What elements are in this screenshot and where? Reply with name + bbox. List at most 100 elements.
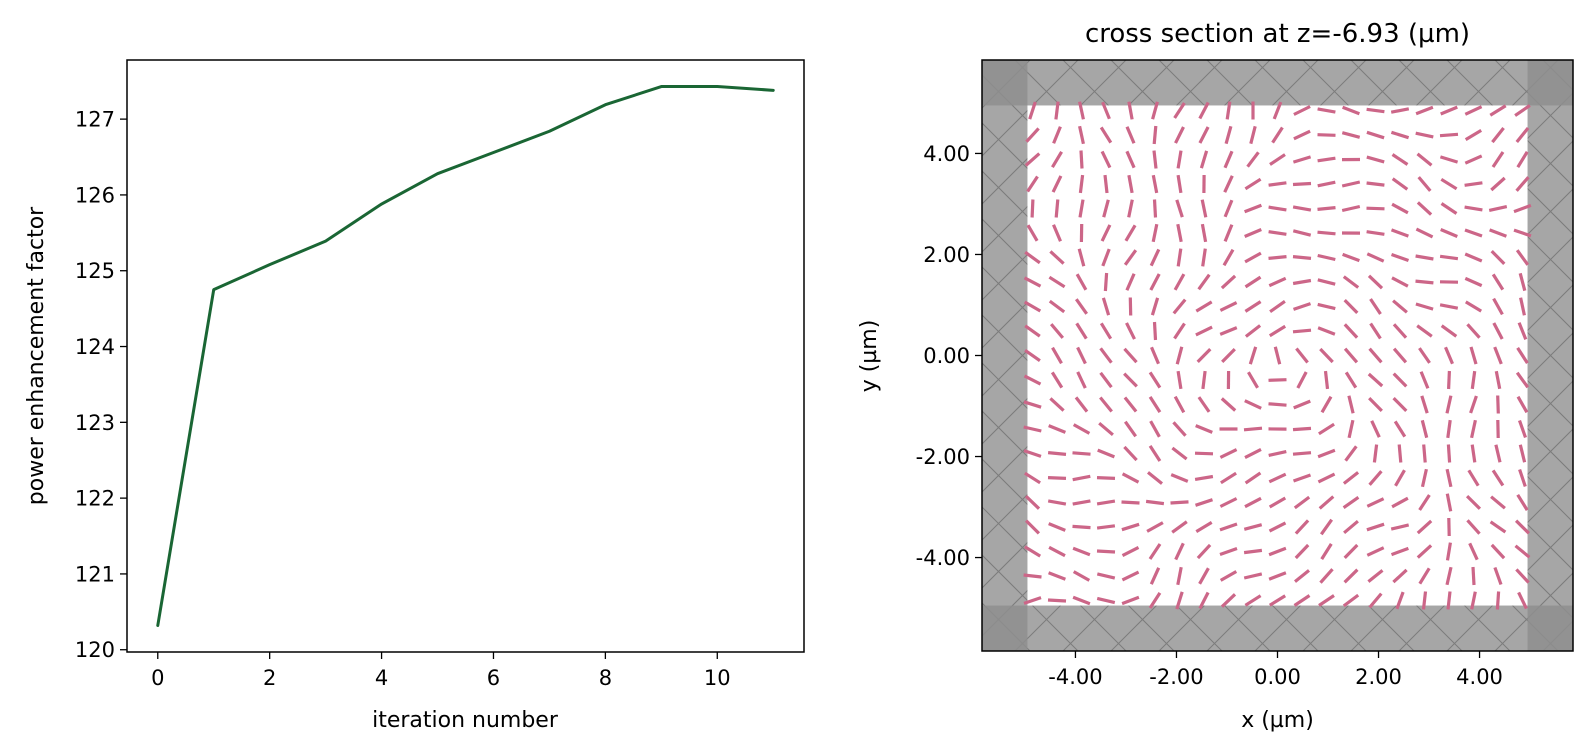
field-vector xyxy=(1219,546,1238,557)
field-vector xyxy=(1176,248,1183,267)
field-vector xyxy=(1488,205,1508,212)
field-vector xyxy=(1076,346,1087,365)
y-tick-label: 127 xyxy=(75,108,115,132)
field-vector xyxy=(1418,567,1431,585)
field-vector xyxy=(1366,497,1385,508)
field-vector xyxy=(1416,519,1433,535)
field-vector xyxy=(1049,250,1065,265)
field-vector xyxy=(1464,252,1483,263)
field-vector xyxy=(1023,400,1042,409)
field-vector xyxy=(1172,421,1187,437)
field-vector xyxy=(1123,249,1138,266)
pml-corner xyxy=(982,605,1028,651)
field-vector xyxy=(1317,180,1336,188)
field-vector xyxy=(1244,447,1262,460)
field-vector xyxy=(1023,449,1042,458)
field-vector xyxy=(1415,105,1434,116)
field-vector xyxy=(1076,371,1087,389)
x-tick-label: 0 xyxy=(151,666,164,690)
field-vector xyxy=(1078,199,1085,218)
field-vector xyxy=(1519,297,1526,316)
field-vector xyxy=(1195,521,1213,533)
field-vector xyxy=(1222,248,1235,267)
field-vector xyxy=(1171,520,1188,534)
field-vector xyxy=(1077,248,1086,267)
field-vector xyxy=(1176,223,1183,243)
field-vector xyxy=(1319,347,1334,364)
field-vector xyxy=(1224,125,1233,145)
field-vector xyxy=(1468,542,1479,561)
field-vector xyxy=(1469,346,1478,365)
field-vector xyxy=(1516,150,1529,169)
field-vector xyxy=(1146,521,1164,533)
field-vector xyxy=(1268,571,1287,581)
field-vector xyxy=(1175,346,1184,365)
x-tick-label: 6 xyxy=(487,666,500,690)
field-vector xyxy=(1368,592,1383,609)
field-vector xyxy=(1513,228,1532,238)
field-vector xyxy=(1244,251,1262,264)
field-vector xyxy=(1292,451,1312,456)
field-vector xyxy=(1446,419,1452,439)
field-vector xyxy=(1268,450,1287,457)
field-vector xyxy=(1072,595,1091,606)
field-vector xyxy=(1268,378,1287,382)
field-vector xyxy=(1446,591,1452,610)
field-vector xyxy=(1221,347,1236,364)
field-vector xyxy=(1148,396,1162,413)
field-vector xyxy=(1471,566,1476,586)
field-vector xyxy=(1078,125,1085,145)
field-vector xyxy=(1268,496,1287,509)
field-vector xyxy=(1150,297,1160,316)
field-vector xyxy=(1174,126,1185,144)
field-vector xyxy=(1072,524,1091,530)
field-vector xyxy=(1194,451,1214,456)
field-vector xyxy=(1516,493,1529,511)
field-vector xyxy=(1292,302,1312,311)
x-axis-label: iteration number xyxy=(372,708,559,733)
field-vector xyxy=(1420,395,1429,414)
field-vector xyxy=(1518,272,1527,292)
field-vector xyxy=(1096,572,1116,580)
field-vector xyxy=(1491,151,1505,168)
field-vector xyxy=(1464,181,1483,187)
field-vector xyxy=(1200,223,1208,243)
field-vector xyxy=(1491,273,1505,291)
field-vector xyxy=(1445,493,1453,512)
field-vector xyxy=(1341,204,1361,213)
field-vector xyxy=(1023,425,1042,433)
field-vector xyxy=(1366,181,1385,187)
field-vector xyxy=(1317,133,1336,137)
pml-corner xyxy=(1527,60,1573,106)
field-vector xyxy=(1366,252,1385,263)
field-vector xyxy=(1195,325,1213,337)
field-vector xyxy=(1023,374,1042,386)
field-vector xyxy=(1514,104,1531,117)
field-vector xyxy=(1175,591,1184,610)
field-vector xyxy=(1047,598,1067,603)
field-vector xyxy=(1422,444,1427,463)
field-vector xyxy=(1517,322,1528,340)
field-vector xyxy=(1439,303,1459,310)
field-vector xyxy=(1318,495,1335,510)
field-vector xyxy=(1466,323,1481,339)
field-vector xyxy=(1447,370,1451,390)
y-tick-label: 122 xyxy=(75,487,115,511)
field-vector xyxy=(1028,101,1037,120)
field-vector xyxy=(1023,573,1042,579)
field-vector xyxy=(1099,322,1113,340)
field-vector xyxy=(1100,224,1112,242)
field-vector xyxy=(1125,273,1136,291)
convergence-plot-area xyxy=(127,60,804,652)
field-vector xyxy=(1439,254,1459,261)
field-vector xyxy=(1050,371,1064,389)
field-vector xyxy=(1294,519,1310,535)
field-vector xyxy=(1317,326,1336,336)
field-vector xyxy=(1047,451,1067,456)
field-vector xyxy=(1292,155,1312,164)
field-vector xyxy=(1049,323,1065,339)
field-vector xyxy=(1054,101,1060,120)
x-tick-label: 4.00 xyxy=(1456,665,1503,689)
field-vector xyxy=(1148,445,1162,462)
field-vector xyxy=(1367,569,1384,583)
